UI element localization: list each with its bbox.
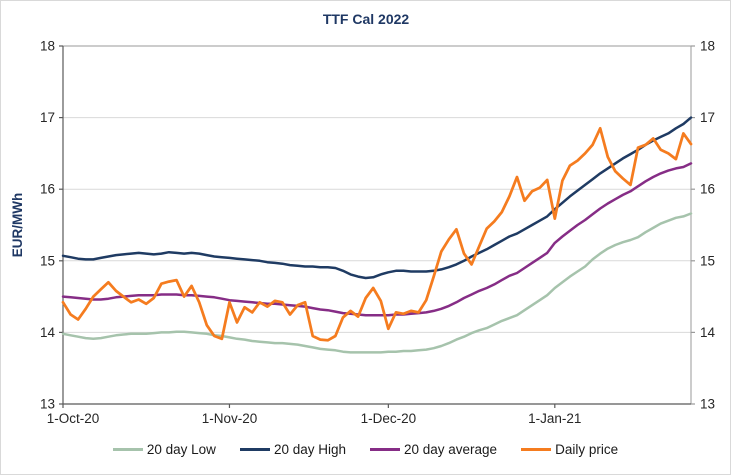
x-tick-label: 1-Jan-21 — [528, 411, 581, 426]
legend-swatch — [239, 448, 270, 451]
chart-title: TTF Cal 2022 — [323, 11, 410, 27]
legend-item-daily-price: Daily price — [521, 442, 618, 457]
y-tick-label-left: 16 — [40, 182, 55, 197]
series-line-20-day-high — [61, 116, 693, 280]
chart-legend: 20 day Low 20 day High 20 day average Daily… — [1, 442, 730, 457]
y-tick-label-right: 13 — [700, 397, 715, 412]
series-lines — [61, 116, 693, 354]
y-tick-label-right: 17 — [700, 110, 715, 125]
legend-item-20-day-high: 20 day High — [239, 442, 346, 457]
gridlines — [63, 117, 691, 333]
series-line-20-day-low — [61, 212, 693, 354]
y-tick-label-left: 15 — [40, 253, 55, 268]
y-tick-label-right: 14 — [700, 325, 716, 340]
legend-swatch — [370, 448, 400, 451]
series-line-daily-price — [61, 126, 693, 342]
legend-item-20-day-average: 20 day average — [370, 442, 497, 457]
legend-label: 20 day High — [273, 442, 346, 457]
legend-swatch — [521, 448, 552, 451]
legend-label: Daily price — [555, 442, 619, 457]
series-line-20-day-average — [61, 162, 693, 317]
y-tick-label-right: 16 — [700, 182, 715, 197]
y-tick-label-left: 17 — [40, 110, 55, 125]
y-tick-label-left: 14 — [40, 325, 56, 340]
x-tick-label: 1-Dec-20 — [361, 411, 417, 426]
legend-swatch — [112, 448, 143, 451]
y-tick-label-left: 18 — [40, 39, 55, 54]
x-tick-label: 1-Oct-20 — [47, 411, 100, 426]
legend-label: 20 day Low — [146, 442, 216, 457]
plot-border — [62, 45, 692, 405]
axes: 13 13 14 14 15 15 16 16 17 17 18 18 1-Oct-20 1-Nov-20… — [40, 39, 716, 427]
legend-item-20-day-low: 20 day Low — [112, 442, 216, 457]
y-tick-label-left: 13 — [40, 397, 55, 412]
y-tick-label-right: 15 — [700, 253, 715, 268]
y-axis-title: EUR/MWh — [10, 193, 25, 258]
y-tick-label-right: 18 — [700, 39, 715, 54]
x-tick-label: 1-Nov-20 — [202, 411, 258, 426]
legend-label: 20 day average — [404, 442, 498, 457]
